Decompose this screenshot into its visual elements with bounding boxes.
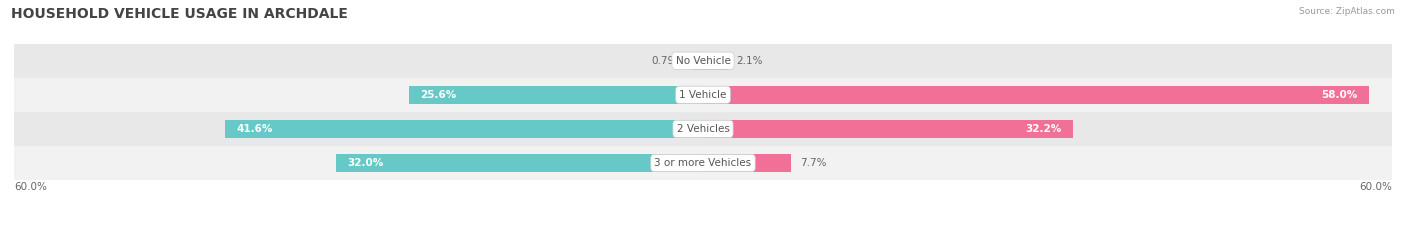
Bar: [703, 52, 727, 70]
Legend: Owner-occupied, Renter-occupied: Owner-occupied, Renter-occupied: [593, 231, 813, 233]
Text: 2 Vehicles: 2 Vehicles: [676, 124, 730, 134]
Text: HOUSEHOLD VEHICLE USAGE IN ARCHDALE: HOUSEHOLD VEHICLE USAGE IN ARCHDALE: [11, 7, 349, 21]
Bar: [703, 86, 1369, 104]
Bar: [14, 44, 1392, 78]
Text: 3 or more Vehicles: 3 or more Vehicles: [654, 158, 752, 168]
Text: 32.0%: 32.0%: [347, 158, 384, 168]
Text: No Vehicle: No Vehicle: [675, 56, 731, 66]
Text: 0.79%: 0.79%: [652, 56, 685, 66]
Bar: [336, 154, 703, 172]
Bar: [703, 120, 1073, 138]
Text: 58.0%: 58.0%: [1322, 90, 1358, 100]
Text: Source: ZipAtlas.com: Source: ZipAtlas.com: [1299, 7, 1395, 16]
Bar: [703, 154, 792, 172]
Text: 41.6%: 41.6%: [236, 124, 273, 134]
Text: 25.6%: 25.6%: [420, 90, 457, 100]
Text: 2.1%: 2.1%: [737, 56, 763, 66]
Text: 7.7%: 7.7%: [800, 158, 827, 168]
Bar: [409, 86, 703, 104]
Text: 60.0%: 60.0%: [1360, 182, 1392, 192]
Bar: [14, 146, 1392, 180]
Text: 1 Vehicle: 1 Vehicle: [679, 90, 727, 100]
Bar: [225, 120, 703, 138]
Text: 32.2%: 32.2%: [1025, 124, 1062, 134]
Bar: [14, 112, 1392, 146]
Bar: [14, 78, 1392, 112]
Text: 60.0%: 60.0%: [14, 182, 46, 192]
Bar: [695, 52, 703, 70]
